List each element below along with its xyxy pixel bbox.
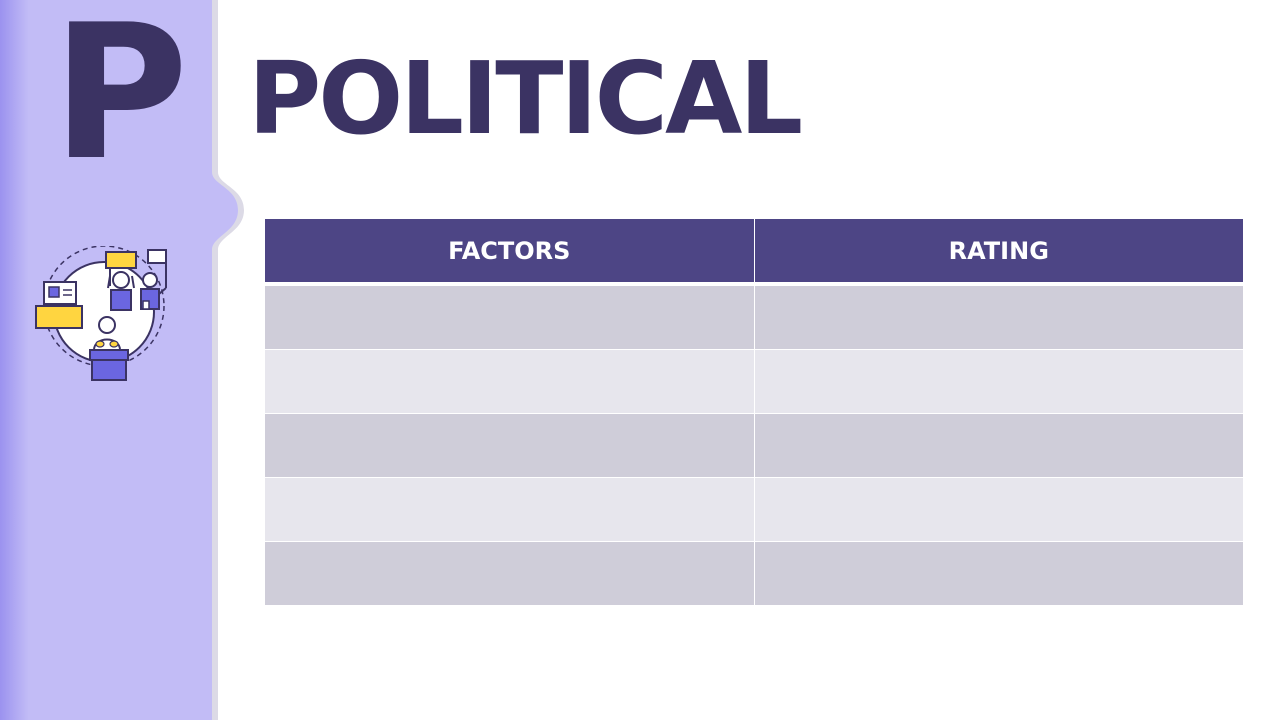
rating-cell[interactable] xyxy=(754,284,1243,350)
factor-cell[interactable] xyxy=(265,349,755,414)
table-row xyxy=(265,541,1243,606)
rating-cell[interactable] xyxy=(754,413,1243,478)
table-row xyxy=(265,477,1243,542)
table-row xyxy=(265,413,1243,478)
rating-cell[interactable] xyxy=(754,477,1243,542)
factor-cell[interactable] xyxy=(265,413,755,478)
rating-cell[interactable] xyxy=(754,349,1243,414)
table-header-row: FACTORS RATING xyxy=(265,219,1243,286)
factor-cell[interactable] xyxy=(265,541,755,606)
rating-cell[interactable] xyxy=(754,541,1243,606)
section-letter: P xyxy=(52,0,189,201)
factors-column-header: FACTORS xyxy=(265,219,755,286)
slide-title: POLITICAL xyxy=(248,40,803,157)
rating-column-header: RATING xyxy=(754,219,1243,286)
table-row xyxy=(265,284,1243,350)
table-row xyxy=(265,349,1243,414)
factor-cell[interactable] xyxy=(265,477,755,542)
factor-cell[interactable] xyxy=(265,284,755,350)
political-election-icon xyxy=(35,246,167,381)
factors-table: FACTORS RATING xyxy=(265,219,1243,606)
